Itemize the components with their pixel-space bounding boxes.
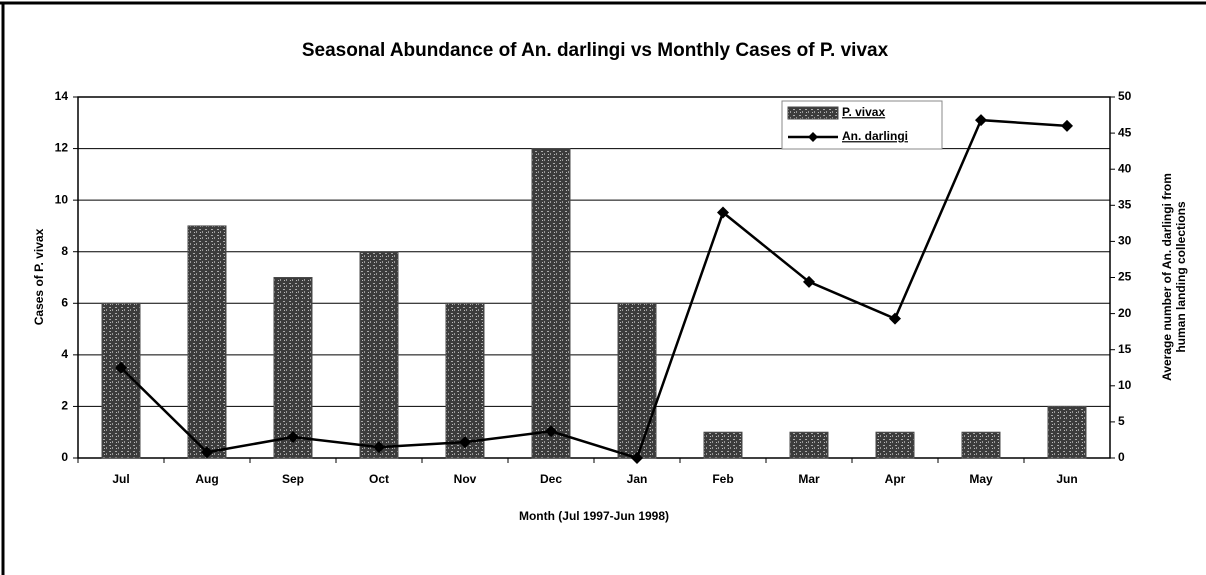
marker	[803, 275, 815, 288]
bar	[789, 431, 829, 459]
y-tick-label: 10	[55, 192, 69, 206]
y2-axis-title: Average number of An. darlingi from	[1160, 173, 1174, 381]
plot-area	[77, 96, 1111, 459]
bar	[617, 302, 657, 459]
y-tick-label: 14	[55, 89, 69, 103]
y2-tick-label: 0	[1118, 450, 1125, 464]
y2-tick-label: 50	[1118, 89, 1132, 103]
x-axis-title: Month (Jul 1997-Jun 1998)	[519, 509, 669, 523]
y2-axis-title: human landing collections	[1174, 201, 1188, 353]
x-tick-label: Feb	[712, 472, 733, 486]
legend-label: An. darlingi	[842, 129, 908, 143]
marker	[115, 361, 127, 374]
y2-tick-label: 30	[1118, 234, 1132, 248]
y-tick-label: 8	[61, 244, 68, 258]
bar	[1047, 405, 1087, 459]
marker	[545, 425, 557, 438]
bar	[273, 277, 313, 459]
legend-swatch	[787, 106, 839, 120]
bar	[703, 431, 743, 459]
y2-tick-label: 45	[1118, 125, 1132, 139]
x-tick-label: Apr	[885, 472, 906, 486]
x-tick-label: Dec	[540, 472, 562, 486]
x-tick-label: Nov	[454, 472, 477, 486]
y2-tick-label: 15	[1118, 342, 1132, 356]
x-tick-label: Mar	[798, 472, 820, 486]
x-tick-label: May	[969, 472, 993, 486]
y2-tick-label: 25	[1118, 270, 1132, 284]
marker	[889, 312, 901, 325]
x-tick-label: Sep	[282, 472, 304, 486]
y2-tick-label: 10	[1118, 378, 1132, 392]
y2-tick-label: 5	[1118, 414, 1125, 428]
marker	[459, 436, 471, 449]
x-tick-label: Oct	[369, 472, 389, 486]
legend-marker	[808, 132, 818, 142]
y-tick-label: 0	[61, 450, 68, 464]
y2-tick-label: 35	[1118, 197, 1132, 211]
chart-title: Seasonal Abundance of An. darlingi vs Mo…	[302, 40, 889, 61]
marker	[717, 206, 729, 219]
y2-tick-label: 40	[1118, 161, 1132, 175]
x-tick-label: Jun	[1056, 472, 1077, 486]
y-axis-title: Cases of P. vivax	[32, 228, 46, 325]
bar	[961, 431, 1001, 459]
bar	[531, 148, 571, 459]
bar	[359, 251, 399, 459]
marker	[373, 441, 385, 454]
marker	[287, 431, 299, 444]
marker	[631, 452, 643, 464]
y-tick-label: 6	[61, 295, 68, 309]
x-tick-label: Jan	[627, 472, 648, 486]
bar	[875, 431, 915, 459]
y-tick-label: 4	[61, 347, 68, 361]
marker	[975, 114, 987, 127]
y-tick-label: 12	[55, 141, 69, 155]
bar	[445, 302, 485, 459]
marker	[201, 446, 213, 459]
x-tick-label: Jul	[112, 472, 129, 486]
marker	[1061, 119, 1073, 132]
y2-tick-label: 20	[1118, 306, 1132, 320]
line	[120, 118, 1068, 460]
bar	[187, 225, 227, 459]
y-tick-label: 2	[61, 399, 68, 413]
x-tick-label: Aug	[195, 472, 218, 486]
legend-label: P. vivax	[842, 105, 885, 119]
